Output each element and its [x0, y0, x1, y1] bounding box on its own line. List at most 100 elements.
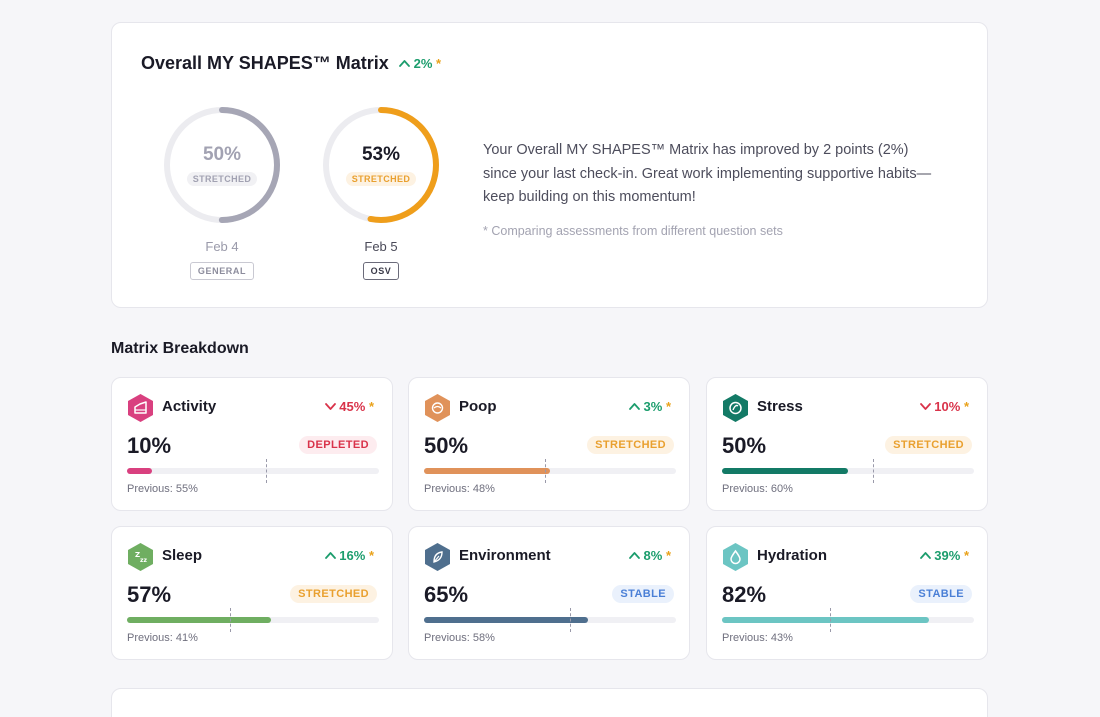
metric-status-badge: STRETCHED — [885, 436, 972, 454]
previous-value-marker — [265, 459, 267, 483]
metric-previous: Previous: 41% — [127, 632, 198, 644]
metric-name: Activity — [162, 398, 217, 415]
asterisk-icon: * — [662, 399, 671, 414]
chevron-up-icon — [919, 552, 931, 559]
overall-title: Overall MY SHAPES™ Matrix — [141, 53, 389, 73]
chevron-up-icon — [399, 56, 414, 71]
chevron-up-icon — [629, 552, 640, 559]
metric-name: Sleep — [162, 547, 203, 564]
metric-change-value: 8% — [643, 548, 663, 563]
previous-score-ring: 50% STRETCHED Feb 4 GENERAL — [162, 105, 282, 280]
metric-value: 82% — [722, 582, 767, 607]
previous-question-set-tag: GENERAL — [189, 262, 255, 280]
asterisk-icon: * — [662, 548, 671, 563]
svg-text:zz: zz — [140, 557, 147, 564]
metric-card-poop[interactable]: Poop 3% * 50% STRETCHED Previous: 48% — [408, 377, 690, 511]
metric-progress-fill — [722, 468, 848, 474]
metric-progress-track — [722, 459, 974, 483]
metric-progress-fill — [722, 617, 929, 623]
metric-progress-track — [127, 459, 379, 483]
metric-progress-track — [424, 459, 676, 483]
metric-progress-fill — [424, 617, 588, 623]
previous-date: Feb 4 — [205, 239, 239, 254]
overall-matrix-card: Overall MY SHAPES™ Matrix 2% * 50% STRET… — [111, 22, 988, 308]
metric-name: Hydration — [757, 547, 828, 564]
chevron-down-icon — [324, 403, 336, 410]
metric-change-value: 3% — [643, 399, 663, 414]
svg-text:Z: Z — [135, 551, 140, 559]
current-date: Feb 5 — [364, 239, 398, 254]
metric-previous: Previous: 60% — [722, 483, 793, 495]
metric-name: Stress — [757, 398, 803, 415]
current-score-ring: 53% STRETCHED Feb 5 OSV — [321, 105, 441, 280]
stress-icon — [723, 394, 748, 422]
metric-change: 10% * — [919, 399, 969, 414]
next-section-card — [111, 688, 988, 717]
metric-change: 45% * — [324, 399, 374, 414]
overall-change-value: 2% — [413, 56, 433, 71]
current-percent: 53% — [361, 144, 401, 165]
asterisk-icon: * — [365, 548, 374, 563]
metric-progress-fill — [424, 468, 550, 474]
metric-card-stress[interactable]: Stress 10% * 50% STRETCHED Previous: 60% — [706, 377, 988, 511]
environment-icon — [425, 543, 450, 571]
previous-value-marker — [570, 608, 572, 632]
asterisk-icon: * — [960, 399, 969, 414]
metric-previous: Previous: 43% — [722, 632, 793, 644]
overall-description: Your Overall MY SHAPES™ Matrix has impro… — [483, 142, 932, 205]
metric-progress-track — [424, 608, 676, 632]
activity-icon — [128, 394, 153, 422]
asterisk-icon: * — [960, 548, 969, 563]
metric-card-hydration[interactable]: Hydration 39% * 82% STABLE Previous: 43% — [706, 526, 988, 660]
previous-percent: 50% — [202, 144, 242, 165]
previous-value-marker — [230, 608, 232, 632]
metric-change: 8% * — [629, 548, 671, 563]
metric-name: Environment — [459, 547, 551, 564]
metric-status-badge: STRETCHED — [587, 436, 674, 454]
metric-previous: Previous: 55% — [127, 483, 198, 495]
chevron-down-icon — [919, 403, 931, 410]
metric-value: 50% — [424, 433, 469, 458]
comparison-note: * Comparing assessments from different q… — [483, 224, 783, 238]
metric-progress-fill — [127, 468, 153, 474]
metric-previous: Previous: 58% — [424, 632, 495, 644]
previous-ring-chart — [164, 107, 280, 223]
metric-status-badge: STABLE — [910, 585, 972, 603]
metric-change: 3% * — [629, 399, 671, 414]
metric-value: 50% — [722, 433, 767, 458]
matrix-breakdown-title: Matrix Breakdown — [111, 340, 249, 357]
hydration-icon — [723, 543, 748, 571]
metric-previous: Previous: 48% — [424, 483, 495, 495]
asterisk-icon: * — [436, 56, 442, 71]
metric-value: 57% — [127, 582, 172, 607]
metric-status-badge: STRETCHED — [290, 585, 377, 603]
metric-progress-track — [127, 608, 379, 632]
overall-change: 2% * — [399, 56, 441, 71]
metric-change: 39% * — [919, 548, 969, 563]
previous-status-badge: STRETCHED — [186, 172, 258, 186]
metric-name: Poop — [459, 398, 497, 415]
metric-progress-fill — [127, 617, 271, 623]
previous-value-marker — [544, 459, 546, 483]
metric-change-value: 39% — [934, 548, 961, 563]
metric-change: 16% * — [324, 548, 374, 563]
metric-value: 10% — [127, 433, 172, 458]
metric-change-value: 45% — [339, 399, 366, 414]
metric-change-value: 10% — [934, 399, 961, 414]
metric-status-badge: DEPLETED — [299, 436, 377, 454]
metric-card-environment[interactable]: Environment 8% * 65% STABLE Previous: 58% — [408, 526, 690, 660]
metric-status-badge: STABLE — [612, 585, 674, 603]
sleep-icon: Zzz — [128, 543, 153, 571]
poop-icon — [425, 394, 450, 422]
current-question-set-tag: OSV — [362, 262, 400, 280]
metric-progress-track — [722, 608, 974, 632]
chevron-up-icon — [324, 552, 336, 559]
previous-value-marker — [830, 608, 832, 632]
current-ring-chart — [323, 107, 439, 223]
asterisk-icon: * — [365, 399, 374, 414]
metric-value: 65% — [424, 582, 469, 607]
chevron-up-icon — [629, 403, 640, 410]
previous-value-marker — [873, 459, 875, 483]
metric-card-activity[interactable]: Activity 45% * 10% DEPLETED Previous: 55% — [111, 377, 393, 511]
